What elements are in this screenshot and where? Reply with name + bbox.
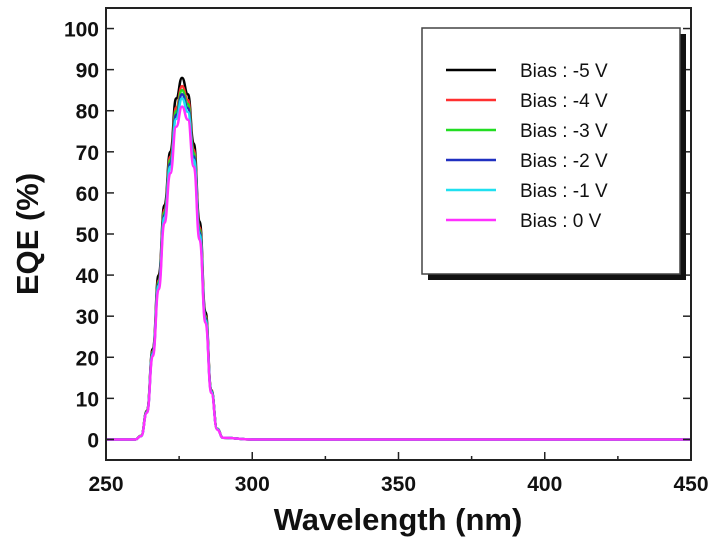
legend-label: Bias : -5 V	[520, 61, 608, 82]
y-tick-label: 100	[64, 19, 99, 42]
x-axis-label: Wavelength (nm)	[274, 502, 523, 537]
y-tick-label: 70	[76, 142, 99, 165]
series-layer	[106, 76, 691, 441]
x-tick-label: 250	[88, 473, 123, 496]
y-tick-label: 0	[87, 429, 99, 452]
y-tick-label: 80	[76, 101, 99, 124]
y-tick-label: 90	[76, 60, 99, 83]
x-tick-label: 450	[673, 473, 708, 496]
y-tick-label: 60	[76, 183, 99, 206]
legend-label: Bias : -2 V	[520, 151, 608, 172]
x-tick-label: 300	[235, 473, 270, 496]
legend-label: Bias : -1 V	[520, 181, 608, 202]
y-tick-label: 50	[76, 224, 99, 247]
y-tick-label: 30	[76, 306, 99, 329]
legend-label: Bias : -4 V	[520, 91, 608, 112]
legend: Bias : -5 V Bias : -4 V Bias : -3 V Bias : …	[421, 27, 686, 280]
x-tick-label: 400	[527, 473, 562, 496]
legend-label: Bias : -3 V	[520, 121, 608, 142]
legend-label: Bias : 0 V	[520, 211, 602, 232]
x-axis: 250 300 350 400 450	[88, 452, 709, 496]
x-tick-label: 350	[381, 473, 416, 496]
y-tick-label: 40	[76, 265, 99, 288]
y-axis-label: EQE (%)	[10, 173, 45, 295]
y-tick-label: 20	[76, 347, 99, 370]
y-tick-label: 10	[76, 388, 99, 411]
series-line	[106, 105, 691, 441]
y-axis: 0 10 20 30 40 50 60 70 80 90 100	[64, 19, 691, 452]
